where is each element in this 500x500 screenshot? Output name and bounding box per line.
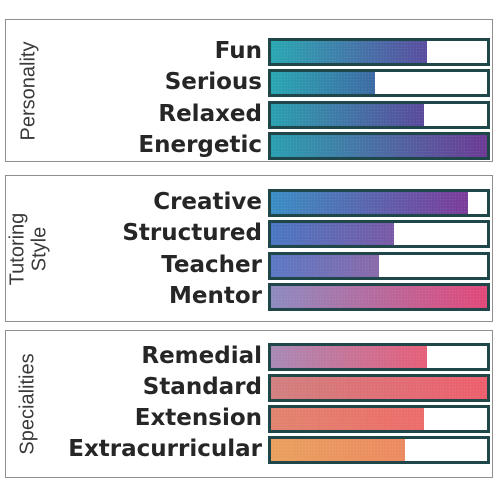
trait-label: Mentor [169, 283, 262, 309]
trait-label: Extension [134, 405, 262, 431]
trait-row: Energetic [6, 129, 492, 161]
trait-row: Mentor [6, 280, 492, 312]
trait-bar-track [268, 405, 490, 433]
trait-label: Extracurricular [68, 436, 262, 462]
trait-row: Teacher [6, 249, 492, 281]
trait-label: Energetic [138, 132, 262, 158]
trait-label: Creative [153, 189, 262, 215]
trait-bar-track [268, 132, 490, 160]
trait-label: Standard [142, 374, 262, 400]
trait-label: Fun [214, 38, 262, 64]
trait-row: Extension [6, 402, 492, 434]
trait-bar-track [268, 189, 490, 217]
trait-bar-fill [271, 135, 487, 157]
trait-row: Relaxed [6, 98, 492, 130]
trait-label: Remedial [141, 343, 262, 369]
trait-bar-fill [271, 104, 425, 126]
trait-bar-fill [271, 408, 425, 430]
trait-bar-fill [271, 41, 427, 63]
trait-row: Standard [6, 371, 492, 403]
trait-label: Teacher [161, 252, 262, 278]
trait-row: Serious [6, 66, 492, 98]
trait-bar-fill [271, 223, 395, 245]
trait-label: Structured [122, 220, 262, 246]
trait-label: Serious [164, 69, 262, 95]
trait-bar-fill [271, 72, 375, 94]
trait-row: Creative [6, 186, 492, 218]
trait-label: Relaxed [158, 101, 262, 127]
trait-bar-track [268, 220, 490, 248]
trait-bar-track [268, 252, 490, 280]
trait-row: Remedial [6, 340, 492, 372]
trait-bar-track [268, 38, 490, 66]
trait-bar-track [268, 343, 490, 371]
trait-row: Fun [6, 35, 492, 67]
trait-bar-fill [271, 377, 487, 399]
trait-bar-track [268, 101, 490, 129]
trait-bar-track [268, 374, 490, 402]
trait-bar-track [268, 436, 490, 464]
trait-bar-track [268, 283, 490, 311]
trait-row: Structured [6, 217, 492, 249]
trait-bar-fill [271, 439, 405, 461]
trait-bar-fill [271, 346, 427, 368]
specialities-panel: Specialities Remedial Standard Extension Ext… [5, 330, 493, 478]
trait-bar-track [268, 69, 490, 97]
trait-row: Extracurricular [6, 433, 492, 465]
trait-bar-fill [271, 255, 379, 277]
personality-panel: Personality Fun Serious Relaxed Energetic [5, 19, 493, 162]
tutoring-style-panel: Tutoring Style Creative Structured Teacher Me… [5, 175, 493, 322]
trait-bar-fill [271, 192, 468, 214]
trait-bar-fill [271, 286, 487, 308]
